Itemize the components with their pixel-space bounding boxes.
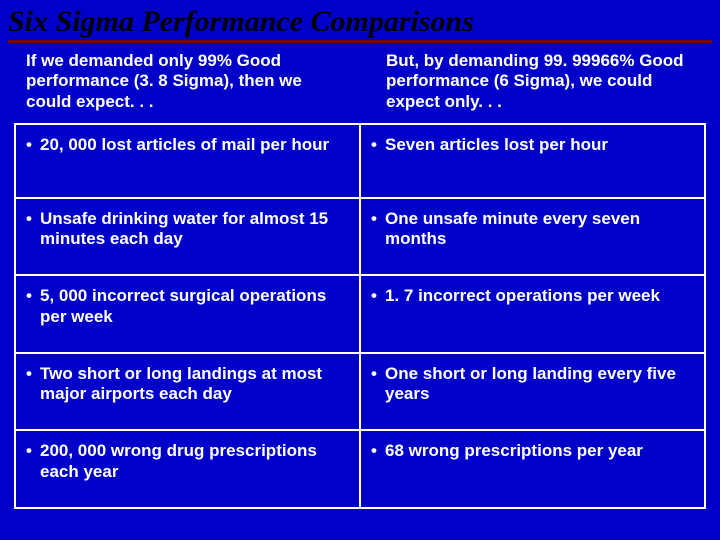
table-cell-right: One short or long landing every five yea… [360,353,705,430]
slide-title: Six Sigma Performance Comparisons [0,0,720,38]
table-row: Unsafe drinking water for almost 15 minu… [15,198,705,275]
intro-row: If we demanded only 99% Good performance… [0,43,720,117]
bullet-item: One short or long landing every five yea… [371,364,694,405]
bullet-item: 200, 000 wrong drug prescriptions each y… [26,441,349,482]
table-cell-left: 20, 000 lost articles of mail per hour [15,124,360,198]
bullet-item: 20, 000 lost articles of mail per hour [26,135,349,156]
table-cell-left: 5, 000 incorrect surgical operations per… [15,275,360,352]
table-cell-right: Seven articles lost per hour [360,124,705,198]
intro-right-cell: But, by demanding 99. 99966% Good perfor… [360,43,720,117]
bullet-item: 5, 000 incorrect surgical operations per… [26,286,349,327]
slide: Six Sigma Performance Comparisons If we … [0,0,720,540]
table-cell-right: One unsafe minute every seven months [360,198,705,275]
comparison-table: 20, 000 lost articles of mail per hour S… [14,123,706,509]
bullet-item: 68 wrong prescriptions per year [371,441,694,462]
bullet-item: Seven articles lost per hour [371,135,694,156]
bullet-item: Unsafe drinking water for almost 15 minu… [26,209,349,250]
table-cell-left: 200, 000 wrong drug prescriptions each y… [15,430,360,507]
bullet-item: Two short or long landings at most major… [26,364,349,405]
bullet-item: 1. 7 incorrect operations per week [371,286,694,307]
table-cell-right: 68 wrong prescriptions per year [360,430,705,507]
table-cell-left: Two short or long landings at most major… [15,353,360,430]
table-row: 200, 000 wrong drug prescriptions each y… [15,430,705,507]
table-row: Two short or long landings at most major… [15,353,705,430]
table-cell-right: 1. 7 incorrect operations per week [360,275,705,352]
table-row: 20, 000 lost articles of mail per hour S… [15,124,705,198]
table-row: 5, 000 incorrect surgical operations per… [15,275,705,352]
intro-left-text: If we demanded only 99% Good performance… [26,51,342,113]
intro-left-cell: If we demanded only 99% Good performance… [0,43,360,117]
table-cell-left: Unsafe drinking water for almost 15 minu… [15,198,360,275]
bullet-item: One unsafe minute every seven months [371,209,694,250]
intro-right-text: But, by demanding 99. 99966% Good perfor… [386,51,702,113]
